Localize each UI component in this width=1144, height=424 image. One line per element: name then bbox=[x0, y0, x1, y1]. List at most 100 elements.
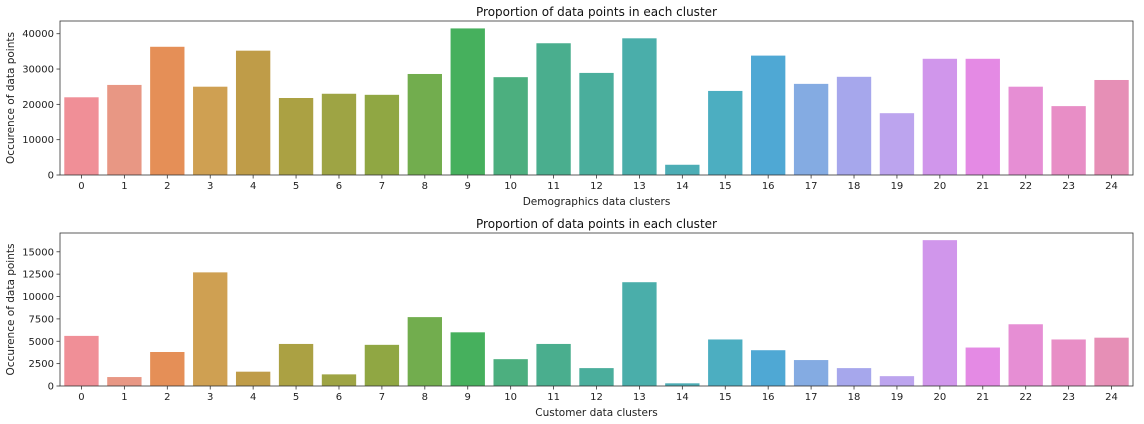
x-tick-label: 10 bbox=[504, 392, 517, 403]
bar-15 bbox=[708, 91, 742, 175]
x-tick-label: 5 bbox=[293, 392, 299, 403]
bar-14 bbox=[665, 383, 699, 386]
x-tick-label: 20 bbox=[933, 181, 946, 192]
x-tick-label: 10 bbox=[504, 181, 517, 192]
bar-24 bbox=[1094, 80, 1128, 175]
bar-1 bbox=[107, 85, 141, 175]
bar-4 bbox=[236, 372, 270, 386]
x-tick-label: 6 bbox=[336, 181, 342, 192]
bar-2 bbox=[150, 352, 184, 386]
x-tick-label: 16 bbox=[762, 181, 775, 192]
bar-14 bbox=[665, 165, 699, 175]
chart-0: 0 1 2 3 4 5 6 7 8 9 10 11 12 13 14 15 16 17 18 19 20 21 22 23 24… bbox=[5, 5, 1133, 208]
x-tick-label: 18 bbox=[848, 392, 861, 403]
y-tick-label: 20000 bbox=[22, 100, 54, 111]
x-tick-label: 13 bbox=[633, 181, 646, 192]
chart-title: Proportion of data points in each cluste… bbox=[476, 217, 717, 231]
bar-22 bbox=[1009, 87, 1043, 175]
bar-11 bbox=[536, 344, 570, 386]
bar-10 bbox=[493, 359, 527, 386]
x-tick-label: 4 bbox=[250, 392, 256, 403]
y-tick-label: 10000 bbox=[22, 135, 54, 146]
y-tick-label: 0 bbox=[48, 382, 54, 393]
bar-6 bbox=[322, 374, 356, 386]
bar-12 bbox=[579, 73, 613, 175]
bar-24 bbox=[1094, 338, 1128, 386]
x-tick-label: 21 bbox=[976, 392, 989, 403]
x-tick-label: 4 bbox=[250, 181, 256, 192]
x-tick-label: 17 bbox=[805, 392, 818, 403]
y-tick-label: 5000 bbox=[29, 337, 54, 348]
bar-13 bbox=[622, 38, 656, 175]
bar-5 bbox=[279, 344, 313, 386]
x-tick-label: 8 bbox=[422, 392, 428, 403]
bar-2 bbox=[150, 47, 184, 175]
x-tick-label: 9 bbox=[465, 181, 471, 192]
x-tick-label: 16 bbox=[762, 392, 775, 403]
bar-13 bbox=[622, 282, 656, 386]
bar-18 bbox=[837, 77, 871, 175]
bar-17 bbox=[794, 360, 828, 386]
bar-3 bbox=[193, 87, 227, 175]
bar-9 bbox=[451, 28, 485, 175]
bar-12 bbox=[579, 368, 613, 386]
bar-0 bbox=[64, 336, 98, 386]
x-tick-label: 24 bbox=[1105, 181, 1118, 192]
x-tick-label: 23 bbox=[1062, 392, 1075, 403]
y-tick-label: 2500 bbox=[29, 359, 54, 370]
x-tick-label: 14 bbox=[676, 392, 689, 403]
bar-10 bbox=[493, 77, 527, 175]
x-tick-label: 6 bbox=[336, 392, 342, 403]
y-tick-label: 0 bbox=[48, 171, 54, 182]
x-tick-label: 1 bbox=[121, 392, 127, 403]
bar-19 bbox=[880, 376, 914, 386]
bar-4 bbox=[236, 51, 270, 175]
bar-16 bbox=[751, 350, 785, 386]
bar-23 bbox=[1051, 339, 1085, 386]
x-tick-label: 2 bbox=[164, 181, 170, 192]
x-tick-label: 14 bbox=[676, 181, 689, 192]
x-tick-label: 0 bbox=[78, 181, 84, 192]
chart-1: 0 1 2 3 4 5 6 7 8 9 10 11 12 13 14 15 16 17 18 19 20 21 22 23 24… bbox=[5, 217, 1133, 419]
x-tick-label: 12 bbox=[590, 392, 603, 403]
bar-7 bbox=[365, 345, 399, 386]
y-tick-label: 15000 bbox=[22, 247, 54, 258]
x-tick-label: 20 bbox=[933, 392, 946, 403]
x-tick-label: 22 bbox=[1019, 181, 1032, 192]
x-tick-label: 7 bbox=[379, 181, 385, 192]
bar-7 bbox=[365, 95, 399, 175]
x-tick-label: 24 bbox=[1105, 392, 1118, 403]
bar-21 bbox=[966, 348, 1000, 386]
x-tick-label: 13 bbox=[633, 392, 646, 403]
bar-20 bbox=[923, 59, 957, 175]
x-tick-label: 8 bbox=[422, 181, 428, 192]
bar-0 bbox=[64, 97, 98, 175]
bar-21 bbox=[966, 59, 1000, 175]
x-axis-label: Customer data clusters bbox=[535, 407, 658, 419]
bar-8 bbox=[408, 74, 442, 175]
bar-15 bbox=[708, 339, 742, 386]
y-tick-label: 7500 bbox=[29, 314, 54, 325]
x-tick-label: 5 bbox=[293, 181, 299, 192]
x-tick-label: 19 bbox=[891, 392, 904, 403]
x-tick-label: 22 bbox=[1019, 392, 1032, 403]
bar-18 bbox=[837, 368, 871, 386]
x-tick-label: 3 bbox=[207, 181, 213, 192]
chart-title: Proportion of data points in each cluste… bbox=[476, 5, 717, 19]
y-axis-label: Occurence of data points bbox=[5, 244, 17, 376]
bar-16 bbox=[751, 56, 785, 175]
x-tick-label: 21 bbox=[976, 181, 989, 192]
x-tick-label: 0 bbox=[78, 392, 84, 403]
x-tick-label: 1 bbox=[121, 181, 127, 192]
bar-8 bbox=[408, 317, 442, 386]
x-tick-label: 12 bbox=[590, 181, 603, 192]
x-tick-label: 11 bbox=[547, 181, 560, 192]
bar-1 bbox=[107, 377, 141, 386]
y-tick-label: 30000 bbox=[22, 65, 54, 76]
bar-23 bbox=[1051, 106, 1085, 175]
y-tick-label: 12500 bbox=[22, 270, 54, 281]
x-tick-label: 9 bbox=[465, 392, 471, 403]
y-axis-label: Occurence of data points bbox=[5, 32, 17, 164]
bar-9 bbox=[451, 332, 485, 386]
